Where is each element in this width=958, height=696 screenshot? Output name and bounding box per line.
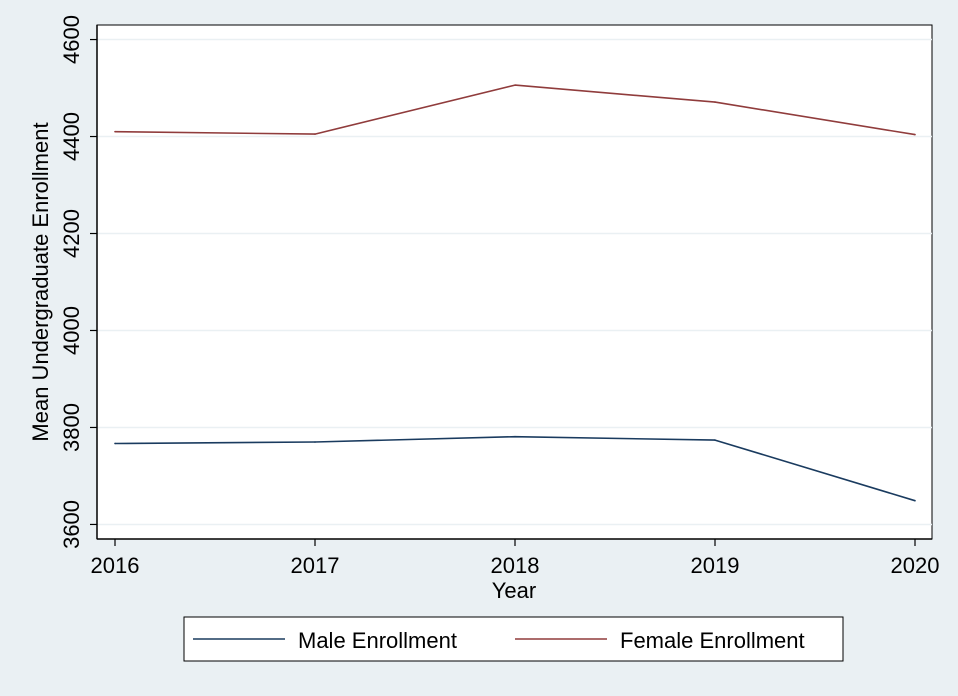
x-tick-label: 2018 xyxy=(491,553,540,578)
x-tick-label: 2017 xyxy=(291,553,340,578)
data-point-female xyxy=(314,133,316,135)
y-tick-label: 4600 xyxy=(59,15,84,64)
y-tick-label: 4200 xyxy=(59,209,84,258)
x-axis-ticks: 2016 2017 2018 2019 2020 xyxy=(91,539,940,578)
x-axis-title: Year xyxy=(492,578,536,603)
data-point-male xyxy=(514,435,516,438)
y-axis-title: Mean Undergraduate Enrollment xyxy=(28,122,53,441)
data-point-male xyxy=(114,442,116,445)
data-point-female xyxy=(514,84,516,86)
y-tick-label: 4400 xyxy=(59,112,84,161)
data-point-female xyxy=(914,133,916,136)
y-tick-label: 4000 xyxy=(59,306,84,355)
data-point-male xyxy=(314,441,316,443)
x-tick-label: 2020 xyxy=(891,553,940,578)
x-tick-label: 2016 xyxy=(91,553,140,578)
y-tick-label: 3800 xyxy=(59,403,84,452)
series-lines xyxy=(114,84,916,502)
y-tick-label: 3600 xyxy=(59,500,84,549)
y-axis-ticks: 3600 3800 4000 4200 4400 4600 xyxy=(59,15,97,549)
x-tick-label: 2019 xyxy=(691,553,740,578)
legend-label-male: Male Enrollment xyxy=(298,628,457,653)
gridlines xyxy=(97,38,932,526)
plot-area xyxy=(96,24,933,540)
data-point-male xyxy=(714,439,716,441)
data-point-female xyxy=(714,101,716,103)
data-point-female xyxy=(114,130,116,133)
legend-box xyxy=(183,616,844,662)
data-point-male xyxy=(914,499,916,502)
legend-label-female: Female Enrollment xyxy=(620,628,805,653)
legend: Male Enrollment Female Enrollment xyxy=(183,616,844,662)
